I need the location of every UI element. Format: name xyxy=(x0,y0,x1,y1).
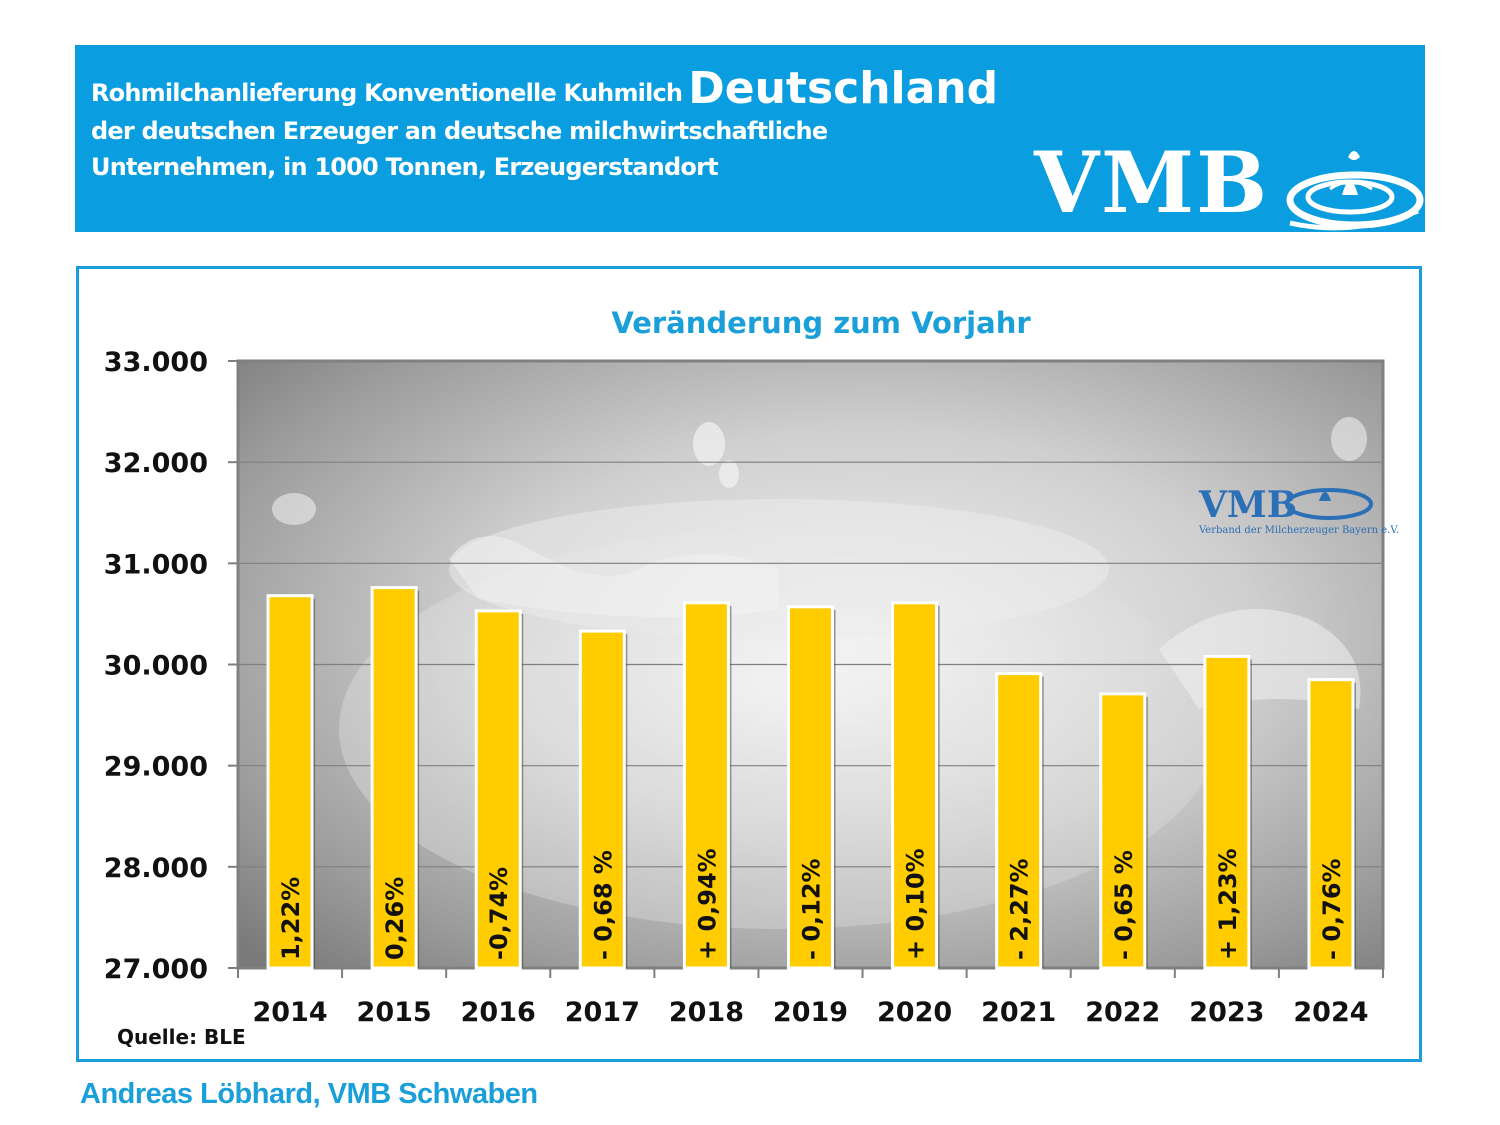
bar-label: - 0,12% xyxy=(798,858,826,960)
y-tick-label: 29.000 xyxy=(104,752,208,783)
y-tick-label: 32.000 xyxy=(104,448,208,479)
x-axis: 2014 2015 2016 2017 2018 2019 2020 2021 2022 2023… xyxy=(237,968,1384,1028)
bar xyxy=(474,609,522,970)
bar xyxy=(787,605,834,970)
bar xyxy=(995,672,1043,970)
header-title-line-1: Rohmilchanlieferung Konventionelle Kuhmi… xyxy=(91,63,998,114)
y-tick-label: 27.000 xyxy=(104,954,208,985)
header-title-emphasis: Deutschland xyxy=(688,63,999,114)
header-title-line-3: Unternehmen, in 1000 Tonnen, Erzeugersta… xyxy=(91,153,719,181)
header-title-line-2: der deutschen Erzeuger an deutsche milch… xyxy=(91,117,828,145)
y-tick-label: 33.000 xyxy=(104,347,208,378)
bar-label: + 0,94% xyxy=(693,848,721,960)
y-tick-label: 28.000 xyxy=(104,853,208,884)
bar-label: + 0,10% xyxy=(902,848,930,960)
milk-splash-background xyxy=(272,417,1367,929)
source-label: Quelle: BLE xyxy=(117,1025,246,1049)
vmb-logo: VMB xyxy=(1030,145,1425,232)
bar-label: + 1,23% xyxy=(1214,848,1242,960)
bar-label: - 0,68 % xyxy=(589,850,617,960)
header-title-text: Rohmilchanlieferung Konventionelle Kuhmi… xyxy=(91,79,683,107)
bar xyxy=(578,629,626,970)
milk-delivery-bar-chart: VMB Verband der Milcherzeuger Bayern e.V… xyxy=(104,306,1399,1049)
bar xyxy=(1099,692,1147,970)
bar-label: 0,26% xyxy=(381,877,409,960)
author-credit: Andreas Löbhard, VMB Schwaben xyxy=(80,1078,538,1110)
bar-label: - 2,27% xyxy=(1006,858,1034,960)
chart-title: Veränderung zum Vorjahr xyxy=(611,306,1031,340)
x-tick-label: 2018 xyxy=(669,997,744,1028)
bar-label: - 0,76% xyxy=(1318,858,1346,960)
watermark-logo-text: VMB xyxy=(1198,484,1297,526)
bars: 1,22% 0,26% -0,74% - 0,68 % + 0,94% - 0,12% + … xyxy=(266,586,1356,970)
vmb-logo-text: VMB xyxy=(1034,145,1270,232)
x-tick-label: 2019 xyxy=(773,997,848,1028)
watermark-logo: VMB Verband der Milcherzeuger Bayern e.V… xyxy=(1198,484,1399,536)
bar-label: -0,74% xyxy=(485,867,513,960)
x-tick-label: 2024 xyxy=(1293,997,1368,1028)
x-tick-label: 2017 xyxy=(565,997,640,1028)
y-tick-label: 31.000 xyxy=(104,549,208,580)
header-banner: Rohmilchanlieferung Konventionelle Kuhmi… xyxy=(75,45,1425,232)
watermark-swirl-icon xyxy=(1285,488,1373,520)
y-tick-label: 30.000 xyxy=(104,651,208,682)
bar xyxy=(891,601,939,970)
x-tick-label: 2020 xyxy=(877,997,952,1028)
bar xyxy=(1307,678,1355,970)
x-tick-label: 2022 xyxy=(1085,997,1160,1028)
bar-label: 1,22% xyxy=(277,877,305,960)
bar-label: - 0,65 % xyxy=(1110,850,1138,960)
bar xyxy=(1203,654,1251,970)
x-tick-label: 2021 xyxy=(981,997,1056,1028)
x-tick-label: 2016 xyxy=(461,997,536,1028)
bar xyxy=(370,586,418,970)
x-tick-label: 2023 xyxy=(1189,997,1264,1028)
y-axis: 27.000 28.000 29.000 30.000 31.000 32.000 33.0… xyxy=(104,347,238,985)
x-tick-label: 2014 xyxy=(252,997,327,1028)
chart-frame: VMB Verband der Milcherzeuger Bayern e.V… xyxy=(76,266,1422,1062)
milk-drop-swirl-icon xyxy=(1286,151,1424,231)
watermark-tagline: Verband der Milcherzeuger Bayern e.V. xyxy=(1198,525,1399,536)
x-tick-label: 2015 xyxy=(357,997,432,1028)
bar xyxy=(682,601,730,970)
bar xyxy=(266,594,314,970)
